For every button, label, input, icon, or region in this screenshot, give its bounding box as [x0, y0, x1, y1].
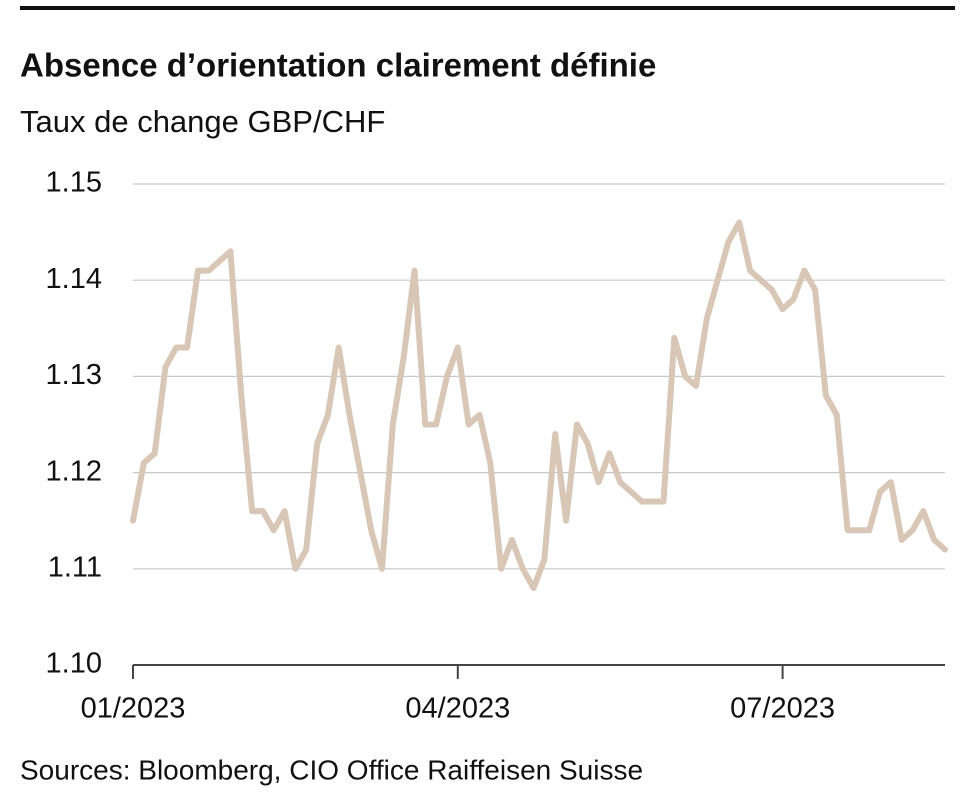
chart-subtitle: Taux de change GBP/CHF — [20, 104, 385, 139]
y-tick-label: 1.10 — [46, 648, 102, 680]
line-series — [130, 219, 948, 591]
y-tick-label: 1.13 — [46, 359, 102, 391]
x-tick-label: 04/2023 — [405, 693, 510, 725]
y-tick-label: 1.12 — [46, 455, 102, 487]
y-tick-label: 1.14 — [46, 263, 102, 295]
x-tick-label: 01/2023 — [81, 693, 186, 725]
x-tick-label: 07/2023 — [730, 693, 835, 725]
y-tick-label: 1.11 — [48, 551, 102, 583]
chart-title: Absence d’orientation clairement définie — [20, 47, 656, 84]
y-tick-label: 1.15 — [46, 167, 102, 199]
top-rule — [20, 6, 955, 10]
source: Sources: Bloomberg, CIO Office Raiffeise… — [20, 754, 643, 785]
